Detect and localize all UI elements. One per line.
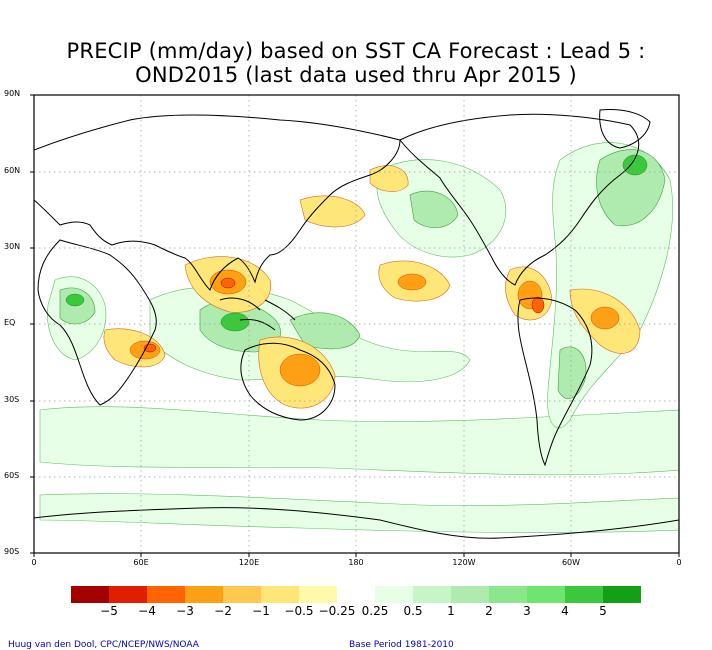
- legend-swatch: [489, 586, 527, 603]
- coastline-north-america: [399, 113, 640, 286]
- dry-core-australia: [279, 353, 321, 387]
- legend-swatch: [451, 586, 489, 603]
- map-title-line-2: OND2015 (last data used thru Apr 2015 ): [135, 63, 577, 87]
- legend-label: 5: [599, 604, 607, 618]
- coastline-europe-asia: [34, 114, 401, 291]
- map-gridlines: [34, 95, 679, 553]
- green-core-westpac: [289, 312, 361, 350]
- dry-core-npacific: [397, 273, 427, 291]
- legend-label: 1: [447, 604, 455, 618]
- green-core-south-america: [557, 346, 587, 399]
- legend-label: −5: [100, 604, 118, 618]
- legend-swatch: [147, 586, 185, 603]
- coastline-maritime-continent: [219, 297, 296, 331]
- lat-label-90s: 90S: [4, 547, 20, 556]
- legend-swatch: [109, 586, 147, 603]
- green-max-natlantic: [622, 154, 648, 176]
- legend-label: −1: [252, 604, 270, 618]
- legend-label: 0.25: [361, 604, 389, 618]
- legend-label: 0.5: [403, 604, 423, 618]
- green-field-far-south: [39, 493, 679, 533]
- green-core-natlantic: [596, 149, 666, 227]
- lon-label-120e: 120E: [238, 558, 260, 567]
- legend-swatch: [185, 586, 223, 603]
- lat-label-eq: EQ: [4, 318, 16, 327]
- lat-label-30s: 30S: [4, 395, 20, 404]
- legend-label: −4: [138, 604, 156, 618]
- lon-label-120w: 120W: [452, 558, 476, 567]
- legend-label: −2: [214, 604, 232, 618]
- green-max-africa: [65, 293, 85, 307]
- legend-swatch: [413, 586, 451, 603]
- lat-label-30n: 30N: [4, 242, 21, 251]
- lon-label-0-left: 0: [31, 558, 37, 567]
- footer-credit: Huug van den Dool, CPC/NCEP/NWS/NOAA: [8, 640, 199, 650]
- coastline-greenland: [599, 109, 651, 149]
- legend-label: 2: [485, 604, 493, 618]
- legend-swatch: [565, 586, 603, 603]
- legend-label: 4: [561, 604, 569, 618]
- legend-label: −3: [176, 604, 194, 618]
- coastline-africa: [37, 239, 157, 406]
- lat-label-60s: 60S: [4, 471, 20, 480]
- dry-core-south-atlantic: [590, 306, 620, 330]
- lat-label-60n: 60N: [4, 166, 21, 175]
- lon-label-60w: 60W: [561, 558, 581, 567]
- legend-label: 3: [523, 604, 531, 618]
- legend-label: −0.5: [284, 604, 314, 618]
- legend-swatch: [71, 586, 109, 603]
- map-title-line-1: PRECIP (mm/day) based on SST CA Forecast…: [66, 39, 646, 63]
- dry-max-maritime: [220, 277, 236, 289]
- legend-swatch: [527, 586, 565, 603]
- lon-label-180: 180: [348, 558, 364, 567]
- legend-swatch: [375, 586, 413, 603]
- dry-field-north: [299, 195, 366, 228]
- legend-label: −0.25: [318, 604, 356, 618]
- coastline-australia: [240, 342, 336, 421]
- legend-swatch: [337, 586, 375, 603]
- green-field-southern-band: [39, 406, 679, 476]
- legend-swatch: [261, 586, 299, 603]
- lon-label-0-right: 0: [676, 558, 682, 567]
- precip-anomaly-fields: [39, 142, 679, 533]
- dry-max-central-america: [531, 296, 545, 314]
- coastline-antarctica: [34, 507, 679, 539]
- axis-ticks: [30, 94, 680, 557]
- green-core-npacific: [409, 190, 459, 228]
- lon-label-60e: 60E: [133, 558, 149, 567]
- lat-label-90n: 90N: [4, 89, 21, 98]
- legend-swatch: [299, 586, 337, 603]
- legend-swatch: [603, 586, 641, 603]
- coastlines: [34, 109, 679, 539]
- legend-colorbar: [71, 586, 641, 603]
- legend-swatch: [223, 586, 261, 603]
- coastline-south-america: [517, 297, 593, 467]
- footer-base-period: Base Period 1981-2010: [349, 640, 454, 650]
- green-max-maritime: [220, 312, 250, 332]
